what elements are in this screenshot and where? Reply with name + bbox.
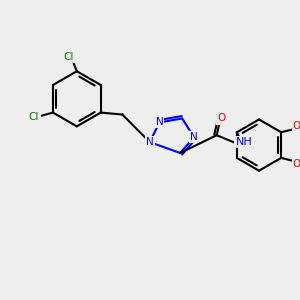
Text: N: N [190, 132, 198, 142]
Text: NH: NH [236, 137, 252, 147]
Text: Cl: Cl [64, 52, 74, 62]
Text: N: N [146, 137, 154, 147]
Text: O: O [293, 159, 300, 169]
Text: O: O [293, 122, 300, 131]
Text: N: N [156, 117, 164, 128]
Text: Cl: Cl [28, 112, 38, 122]
Text: O: O [218, 113, 226, 124]
